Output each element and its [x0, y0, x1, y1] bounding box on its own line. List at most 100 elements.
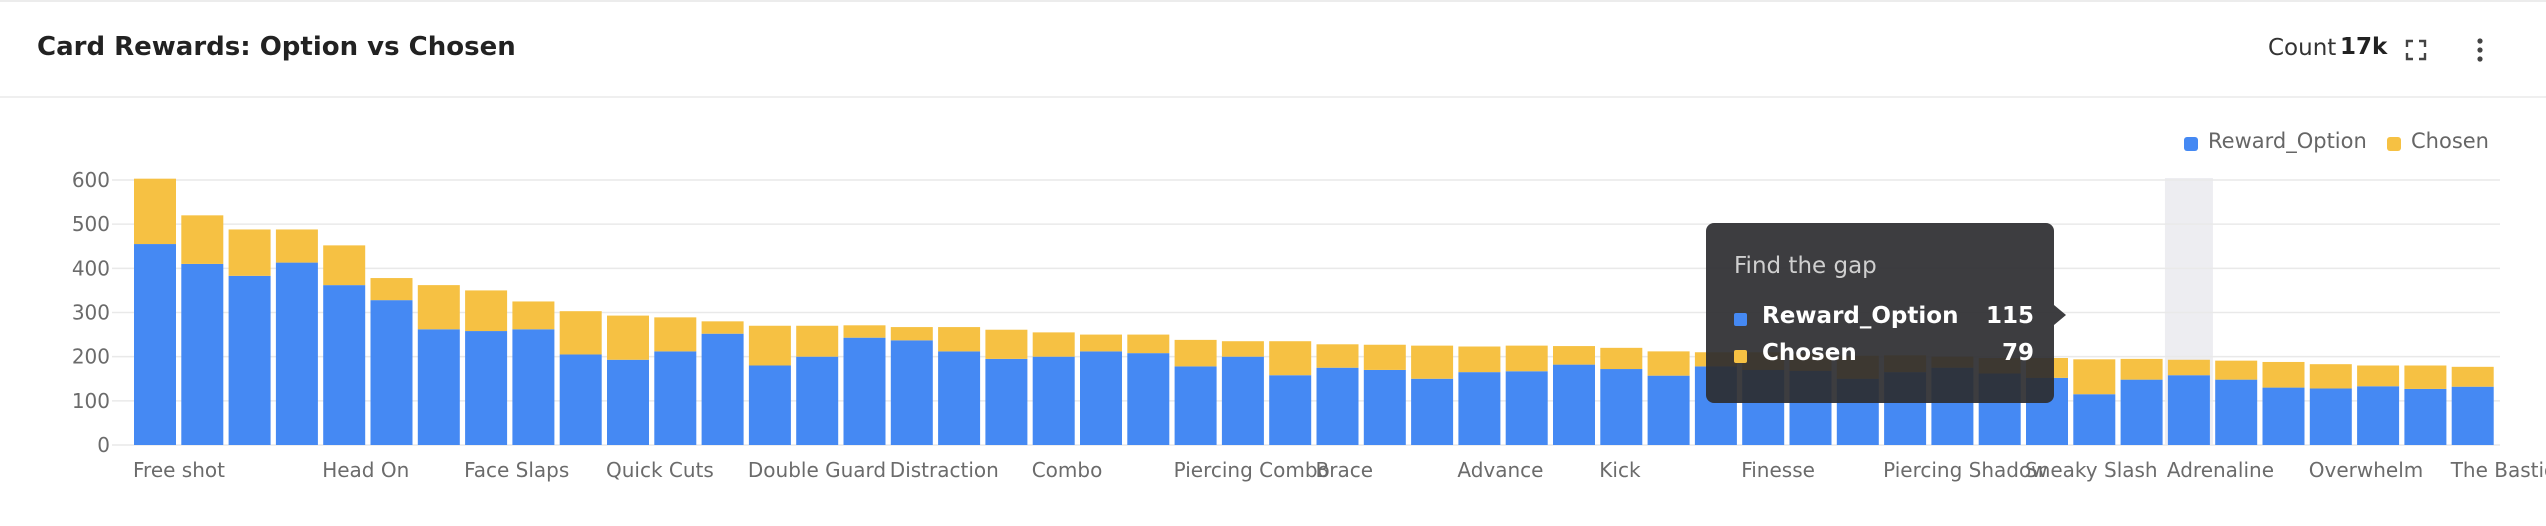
bar-reward-option: [843, 337, 886, 445]
bar-reward-option: [1316, 367, 1359, 445]
bar-chosen: [1316, 344, 1359, 368]
bar-chosen: [2215, 360, 2258, 380]
bar-reward-option: [748, 365, 791, 445]
bar-reward-option: [607, 359, 649, 445]
x-tick-label: The Bastion: [2450, 458, 2546, 482]
bar-reward-option: [2451, 386, 2494, 445]
bar-reward-option: [2167, 375, 2210, 445]
bar-chosen: [1505, 345, 1548, 372]
stacked-bar-chart: 0 100 200 300 400 500 600 Free shot Head On Face …: [72, 168, 2546, 482]
x-tick-label: Brace: [1316, 458, 1374, 482]
bar-chosen: [1553, 346, 1595, 365]
bar-reward-option: [370, 300, 413, 445]
bar-chosen: [559, 311, 602, 355]
bar-reward-option: [890, 340, 933, 445]
bar-chosen: [417, 285, 460, 330]
expand-button[interactable]: [2398, 32, 2434, 68]
x-tick-label: Finesse: [1741, 458, 1815, 482]
x-tick-label: Sneaky Slash: [2025, 458, 2158, 482]
bar-chosen: [2309, 364, 2352, 389]
tooltip-row-chosen: Chosen 79: [1734, 340, 2034, 370]
chart-tooltip: Find the gap Reward_Option 115 Chosen 79: [1706, 223, 2066, 403]
bar-chosen: [1363, 344, 1406, 370]
bar-chosen: [2073, 359, 2116, 395]
bar-chosen: [1411, 345, 1454, 379]
x-tick-label: Piercing Combo: [1174, 458, 1330, 482]
bar-chosen: [512, 301, 555, 330]
bar-chosen: [181, 215, 224, 264]
bar-reward-option: [2073, 394, 2116, 445]
bar-reward-option: [2357, 386, 2400, 445]
bar-chosen: [701, 321, 744, 334]
tooltip-label-chosen: Chosen: [1762, 340, 1857, 366]
bar-reward-option: [323, 285, 366, 445]
tooltip-label-reward-option: Reward_Option: [1762, 303, 1959, 329]
bar-chosen: [323, 245, 366, 286]
bar-reward-option: [2120, 379, 2163, 445]
bar-reward-option: [134, 244, 176, 445]
more-vertical-icon: [2477, 38, 2483, 62]
x-tick-label: Double Guard: [748, 458, 886, 482]
bar-chosen: [1127, 334, 1170, 354]
bar-chosen: [1647, 351, 1690, 376]
bar-reward-option: [1127, 353, 1170, 445]
bar-chosen: [1221, 341, 1264, 357]
bar-reward-option: [1647, 375, 1690, 445]
count-value: 17k: [2340, 34, 2388, 60]
tooltip-swatch-reward-option: [1734, 313, 1747, 326]
bar-chosen: [2120, 358, 2163, 380]
x-tick-label: Quick Cuts: [606, 458, 714, 482]
bar-chosen: [1080, 334, 1122, 352]
bar-reward-option: [701, 333, 744, 445]
tooltip-row-reward-option: Reward_Option 115: [1734, 303, 2034, 333]
bar-chosen: [228, 229, 271, 276]
bar-reward-option: [559, 354, 602, 445]
bar-reward-option: [1363, 369, 1406, 445]
bar-reward-option: [1411, 378, 1454, 445]
y-tick-label: 300: [72, 301, 110, 325]
bar-chosen: [796, 325, 839, 357]
bar-chosen: [2451, 366, 2494, 387]
bar-reward-option: [181, 263, 224, 445]
bar-chosen: [890, 327, 933, 341]
count-label: Count: [2268, 35, 2337, 61]
bar-reward-option: [417, 329, 460, 445]
chart-title: Card Rewards: Option vs Chosen: [37, 32, 516, 62]
bar-chosen: [654, 317, 697, 352]
bar-chosen: [607, 315, 649, 360]
bar-chosen: [2262, 361, 2305, 388]
bar-chosen: [985, 329, 1028, 359]
x-tick-label: Kick: [1599, 458, 1641, 482]
more-options-button[interactable]: [2462, 32, 2498, 68]
bar-reward-option: [1269, 375, 1312, 445]
x-tick-label: Head On: [322, 458, 409, 482]
bar-chosen: [843, 325, 886, 338]
bar-reward-option: [1032, 356, 1075, 445]
y-tick-label: 200: [72, 345, 110, 369]
x-tick-label: Combo: [1032, 458, 1103, 482]
bar-reward-option: [1553, 364, 1595, 445]
x-tick-label: Overwhelm: [2309, 458, 2423, 482]
bar-reward-option: [512, 329, 555, 445]
bar-chosen: [134, 178, 176, 245]
bar-chosen: [748, 325, 791, 366]
expand-icon: [2405, 39, 2427, 61]
x-tick-label: Piercing Shadow: [1883, 458, 2047, 482]
bar-reward-option: [275, 262, 318, 445]
bar-reward-option: [1505, 371, 1548, 445]
tooltip-caret: [2054, 305, 2066, 325]
x-tick-label: Face Slaps: [464, 458, 569, 482]
bar-reward-option: [2309, 388, 2352, 445]
bar-reward-option: [1174, 366, 1217, 445]
y-tick-label: 400: [72, 256, 110, 280]
x-tick-label: Distraction: [890, 458, 999, 482]
bar-chosen: [1458, 346, 1501, 373]
bar-reward-option: [938, 351, 981, 445]
bar-chosen: [1174, 339, 1217, 367]
y-tick-label: 100: [72, 389, 110, 413]
bar-chosen: [2167, 359, 2210, 376]
x-tick-label: Adrenaline: [2167, 458, 2274, 482]
bar-chosen: [938, 327, 981, 352]
bar-reward-option: [985, 358, 1028, 445]
tooltip-title: Find the gap: [1734, 253, 1877, 279]
